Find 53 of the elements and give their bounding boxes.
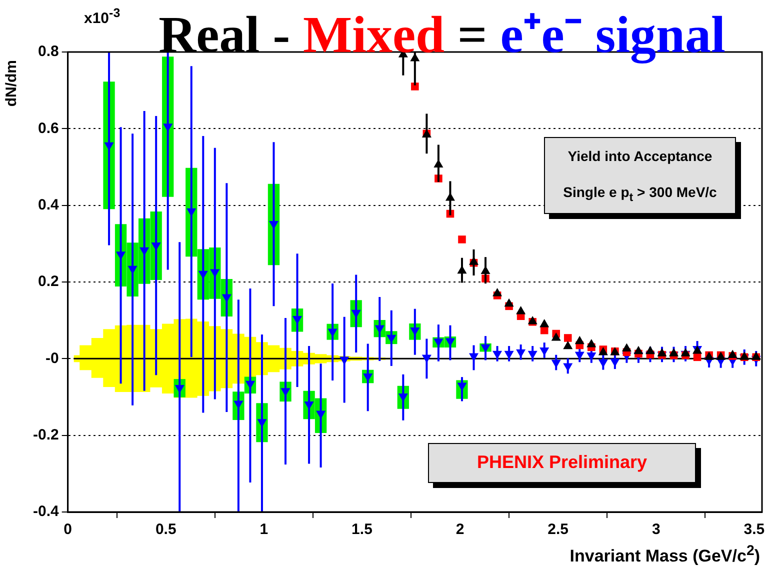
point xyxy=(574,352,584,360)
point xyxy=(104,142,114,151)
point xyxy=(468,353,479,362)
y-tick-label: -0.4 xyxy=(32,503,60,520)
point xyxy=(186,208,196,217)
y-tick-label: -0.2 xyxy=(32,426,59,444)
point xyxy=(492,350,502,360)
y-tick-label: -0 xyxy=(46,350,59,367)
series-label: Mixed = xyxy=(303,7,488,64)
point xyxy=(268,220,279,230)
point xyxy=(210,269,220,278)
y-tick-label: 0.4 xyxy=(38,196,60,214)
text: e⁺e⁻ signal xyxy=(500,7,726,64)
point xyxy=(540,347,550,356)
point xyxy=(458,236,466,244)
x-axis-title: Invariant Mass (GeV/c$^{2}$) xyxy=(570,543,760,567)
text: x10$^{-3}$ xyxy=(84,6,120,27)
y-tick-label: 0.6 xyxy=(38,120,59,137)
x-tick-label: 2.5 xyxy=(548,521,568,538)
x-tick-label: 0.5 xyxy=(155,521,176,538)
legend-label: Real - xyxy=(158,7,292,64)
x-tick-label: 0 xyxy=(64,521,72,538)
annotation: PHENIX Preliminary xyxy=(476,452,648,473)
x-tick-label: 3.5 xyxy=(744,521,765,538)
point xyxy=(434,159,444,168)
point xyxy=(563,363,573,372)
annotation: Single e p$_{t}$ > 300 MeV/c xyxy=(562,184,718,204)
point xyxy=(128,266,138,274)
point xyxy=(516,349,526,358)
point xyxy=(340,356,350,365)
annotation: Yield into Acceptance xyxy=(566,148,714,164)
point xyxy=(564,334,572,342)
y-tick-label: 0.2 xyxy=(38,273,59,290)
point xyxy=(445,192,455,201)
point xyxy=(422,354,432,364)
point xyxy=(610,358,620,367)
point xyxy=(140,247,150,256)
point xyxy=(411,82,419,90)
x-tick-label: 1.5 xyxy=(352,521,372,538)
y-tick-label: 0.8 xyxy=(38,43,59,60)
point xyxy=(598,359,608,368)
x-tick-label: 3 xyxy=(652,521,660,538)
point xyxy=(586,352,596,361)
point xyxy=(551,360,561,368)
point xyxy=(504,350,514,360)
point xyxy=(116,252,126,260)
point xyxy=(198,270,208,280)
point xyxy=(410,53,420,62)
x-tick-label: 2 xyxy=(456,521,464,538)
point xyxy=(528,350,538,360)
x-tick-label: 1 xyxy=(260,521,268,538)
y-axis-title: dN/dm xyxy=(3,60,20,107)
point xyxy=(151,242,161,251)
